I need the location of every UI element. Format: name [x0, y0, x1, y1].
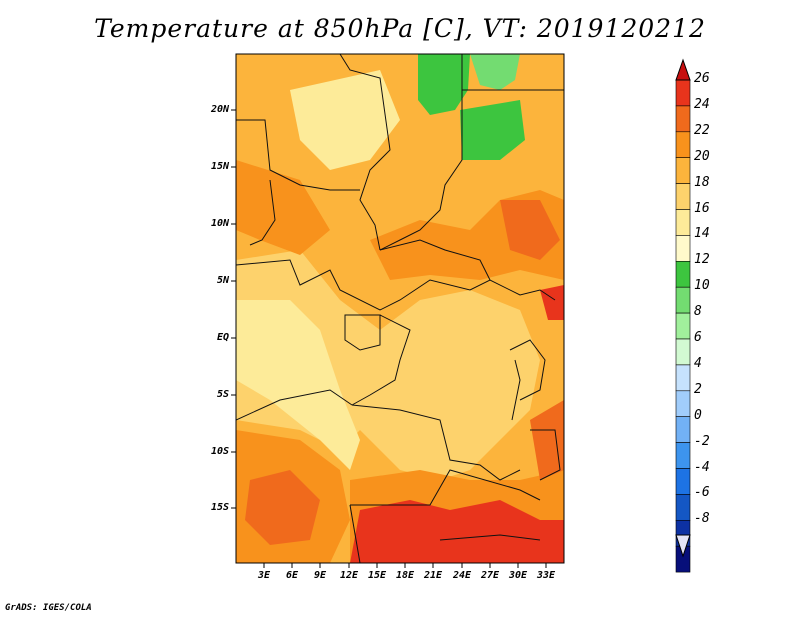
- lat-label-eq: EQ: [216, 332, 229, 343]
- colorbar-segment: [675, 416, 691, 443]
- field-10-12-north: [470, 54, 520, 90]
- country-borders: [236, 54, 564, 563]
- colorbar-label: 14: [694, 226, 710, 242]
- border-car-sudan: [379, 239, 491, 281]
- lat-label-15n: 15N: [210, 161, 229, 172]
- colorbar-label: 12: [694, 252, 710, 268]
- colorbar-label: 8: [694, 304, 702, 320]
- colorbar-segment: [675, 468, 691, 495]
- border-chad-sudan: [379, 54, 463, 251]
- field-12-14-northeast: [460, 100, 525, 160]
- lon-label-9e: 9E: [313, 570, 327, 581]
- border-niger-chad: [339, 54, 391, 251]
- lat-label-20n: 20N: [210, 104, 229, 115]
- colorbar-label: 0: [694, 407, 702, 423]
- axis-ticks: [231, 109, 547, 568]
- colorbar-label: -6: [694, 485, 710, 501]
- colorbar-bottom-arrow: [675, 534, 691, 558]
- border-congo: [351, 314, 411, 406]
- border-southern-africa: [439, 534, 541, 541]
- lon-label-21e: 21E: [423, 570, 443, 581]
- field-22-24-west: [236, 160, 330, 255]
- temperature-field: [236, 54, 564, 563]
- colorbar-segment: [675, 494, 691, 521]
- colorbar-label: 24: [694, 96, 710, 112]
- border-gabon: [344, 314, 381, 351]
- field-16-18-north: [290, 70, 400, 170]
- colorbar-segment: [675, 105, 691, 133]
- colorbar-segment: [675, 79, 691, 107]
- colorbar-label: 10: [694, 278, 710, 294]
- border-niger-nigeria: [236, 119, 360, 191]
- lon-label-24e: 24E: [452, 570, 472, 581]
- field-12-14-north: [418, 54, 470, 115]
- coast-angola: [349, 504, 361, 563]
- border-malawi: [530, 429, 561, 481]
- border-car-drc: [236, 259, 556, 311]
- lat-label-10n: 10N: [210, 218, 229, 229]
- colorbar-segment: [675, 442, 691, 469]
- colorbar-label: 4: [694, 355, 702, 371]
- colorbar-label: -2: [694, 433, 710, 449]
- colorbar-segment: [675, 286, 691, 314]
- map-title: Temperature at 850hPa [C], VT: 201912021…: [94, 14, 706, 43]
- lon-label-18e: 18E: [395, 570, 415, 581]
- border-angola-zambia: [350, 469, 541, 506]
- lon-label-30e: 30E: [508, 570, 528, 581]
- field-16-18-coast: [236, 300, 360, 470]
- colorbar-label: 22: [694, 122, 710, 138]
- coast-south-atlantic: [236, 389, 353, 421]
- colorbar-segment: [675, 364, 691, 392]
- colorbar-label: -4: [694, 459, 710, 475]
- border-angola-drc: [351, 404, 521, 481]
- colorbar-label: 6: [694, 330, 702, 345]
- colorbar-segment: [675, 235, 691, 262]
- lon-label-6e: 6E: [285, 570, 299, 581]
- colorbar-segment: [675, 209, 691, 236]
- colorbar-label: -8: [694, 511, 710, 527]
- colorbar-label: 20: [694, 148, 710, 164]
- colorbar-label: 18: [694, 174, 710, 190]
- field-24-26-east: [530, 400, 564, 480]
- colorbar-segment: [675, 260, 691, 288]
- lon-label-12e: 12E: [339, 570, 359, 581]
- colorbar-segments: [675, 79, 691, 573]
- colorbar-label: 26: [694, 71, 710, 86]
- lon-label-27e: 27E: [480, 570, 500, 581]
- lat-label-10s: 10S: [210, 446, 229, 457]
- lat-label-15s: 15S: [210, 502, 229, 513]
- grads-credit: GrADS: IGES/COLA: [5, 603, 92, 613]
- field-24-26-southwest: [245, 470, 320, 545]
- colorbar-label: 16: [694, 200, 710, 216]
- colorbar-segment: [675, 157, 691, 184]
- colorbar-segment: [675, 390, 691, 417]
- lon-label-33e: 33E: [536, 570, 556, 581]
- lake-tanganyika: [511, 359, 521, 421]
- lat-label-5n: 5N: [216, 275, 229, 286]
- map-frame: [235, 53, 565, 564]
- lat-label-5s: 5S: [216, 389, 229, 400]
- border-west-africa: [249, 179, 276, 246]
- colorbar-label: 2: [694, 381, 702, 397]
- colorbar-segment: [675, 183, 691, 210]
- colorbar-top-arrow: [675, 58, 691, 81]
- colorbar-segment: [675, 312, 691, 340]
- lon-label-15e: 15E: [367, 570, 387, 581]
- field-24-26-south: [350, 500, 564, 563]
- colorbar-segment: [675, 131, 691, 159]
- field-24-26-northeast: [500, 200, 560, 260]
- border-great-lakes: [509, 339, 546, 401]
- lon-label-3e: 3E: [257, 570, 271, 581]
- colorbar-segment: [675, 338, 691, 366]
